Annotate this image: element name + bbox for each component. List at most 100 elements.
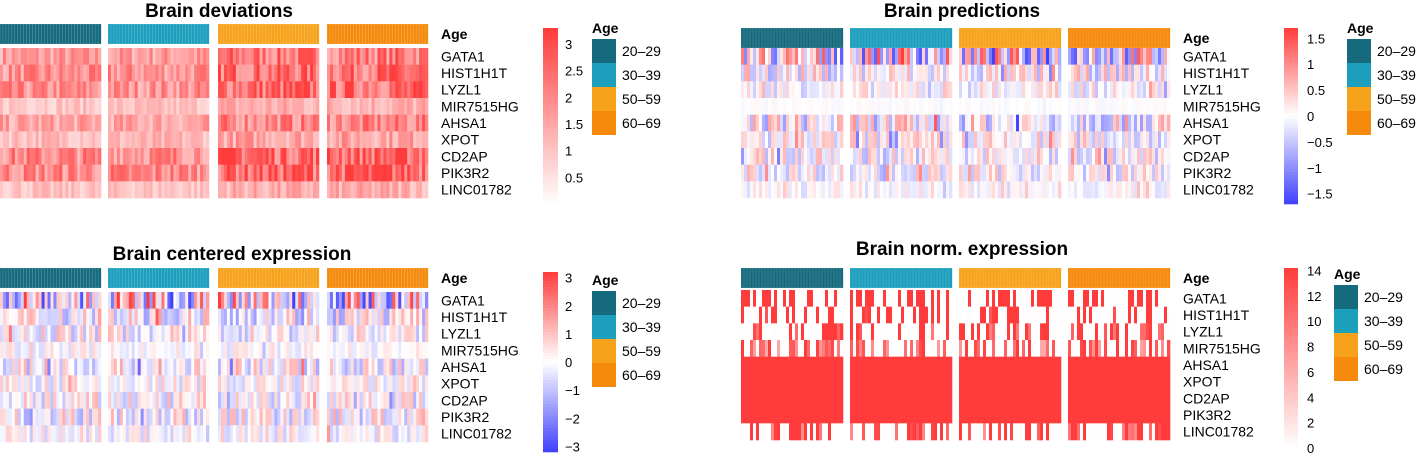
heatmap-cell [1004, 306, 1008, 324]
heatmap-cell [256, 325, 260, 343]
heatmap-cell [89, 98, 93, 115]
heatmap-cell [931, 114, 935, 132]
heatmap-cell [1052, 148, 1056, 165]
heatmap-cell [910, 306, 914, 324]
heatmap-cell [377, 114, 381, 132]
age-annotation-cell [1012, 27, 1017, 49]
heatmap-cell [283, 64, 287, 82]
heatmap-cell [774, 323, 778, 341]
heatmap-cell [197, 114, 201, 132]
heatmap-cell [865, 131, 869, 149]
heatmap-cell [62, 48, 66, 65]
heatmap-cell [253, 292, 257, 309]
heatmap-cell [1107, 98, 1111, 115]
heatmap-cell [347, 408, 352, 426]
age-annotation-cell [65, 23, 69, 45]
heatmap-cell [940, 81, 944, 99]
heatmap-cell [274, 425, 278, 443]
heatmap-cell [1019, 340, 1023, 357]
heatmap-cell [74, 181, 78, 199]
heatmap-cell [235, 292, 240, 309]
heatmap-cell [185, 392, 189, 409]
heatmap-cell [286, 164, 290, 182]
heatmap-cell [425, 408, 429, 426]
heatmap-cell [371, 64, 375, 82]
age-annotation-cell [873, 267, 878, 289]
heatmap-cell [92, 64, 96, 82]
heatmap-cell [1089, 164, 1093, 182]
heatmap-cell [986, 114, 990, 132]
heatmap-cell [332, 114, 337, 132]
heatmap-cell [407, 408, 411, 426]
heatmap-cell [274, 164, 278, 182]
heatmap-cell [197, 181, 201, 199]
heatmap-cell [949, 290, 953, 307]
heatmap-cell [338, 64, 343, 82]
heatmap-cell [834, 98, 838, 115]
heatmap-cell [268, 408, 272, 426]
age-annotation-cell [852, 27, 857, 49]
heatmap-cell [295, 358, 299, 376]
heatmap-cell [1155, 114, 1159, 132]
heatmap-cell [1158, 148, 1162, 165]
heatmap-cell [92, 342, 96, 359]
heatmap-cell [404, 164, 408, 182]
heatmap-cell [298, 325, 302, 343]
heatmap-cell [1010, 48, 1014, 65]
heatmap-cell [1055, 148, 1059, 165]
age-annotation-cell [746, 267, 751, 289]
heatmap-cell [1089, 131, 1093, 149]
heatmap-cell [131, 64, 136, 82]
heatmap-cell [108, 358, 112, 376]
heatmap-cell [865, 323, 869, 341]
heatmap-cell [1071, 181, 1075, 199]
colorbar-segment [543, 89, 558, 93]
heatmap-cell [1149, 81, 1153, 99]
heatmap-cell [753, 306, 757, 324]
heatmap-cell [244, 114, 249, 132]
heatmap-cell [1025, 340, 1029, 357]
heatmap-cell [1101, 164, 1105, 182]
heatmap-cell [41, 131, 45, 149]
heatmap-cell [962, 131, 966, 149]
heatmap-cell [95, 114, 99, 132]
heatmap-cell [865, 81, 869, 99]
heatmap-cell [1040, 64, 1044, 82]
heatmap-cell [810, 148, 814, 165]
heatmap-cell [26, 114, 31, 132]
heatmap-cell [419, 114, 423, 132]
heatmap-cell [989, 323, 993, 341]
heatmap-cell [834, 290, 838, 307]
heatmap-cell [410, 98, 414, 115]
heatmap-cell [1143, 148, 1147, 165]
heatmap-cell [777, 181, 781, 199]
heatmap-cell [395, 98, 399, 115]
heatmap-cell [850, 290, 854, 307]
heatmap-cell [789, 81, 793, 99]
age-annotation-cell [876, 27, 881, 49]
heatmap-cell [232, 342, 237, 359]
heatmap-cell [140, 81, 144, 99]
colorbar-segment [1284, 118, 1298, 123]
heatmap-cell [247, 164, 251, 182]
heatmap-cell [256, 342, 260, 359]
heatmap-cell [110, 342, 115, 359]
heatmap-cell [989, 64, 993, 82]
heatmap-cell [17, 425, 22, 443]
heatmap-cell [1055, 181, 1059, 199]
heatmap-cell [113, 64, 118, 82]
age-annotation-cell [794, 267, 799, 289]
annotation-label: Age [441, 26, 468, 42]
heatmap-cell [274, 131, 278, 149]
heatmap-cell [1119, 64, 1123, 82]
heatmap-cell [392, 131, 396, 149]
heatmap-cell [362, 181, 366, 199]
heatmap-cell [1046, 306, 1050, 324]
heatmap-cell [200, 48, 204, 65]
heatmap-cell [949, 48, 953, 65]
heatmap-cell [895, 181, 899, 199]
heatmap-cell [913, 164, 917, 182]
heatmap-cell [128, 375, 133, 393]
heatmap-cell [80, 114, 84, 132]
heatmap-cell [238, 98, 243, 115]
